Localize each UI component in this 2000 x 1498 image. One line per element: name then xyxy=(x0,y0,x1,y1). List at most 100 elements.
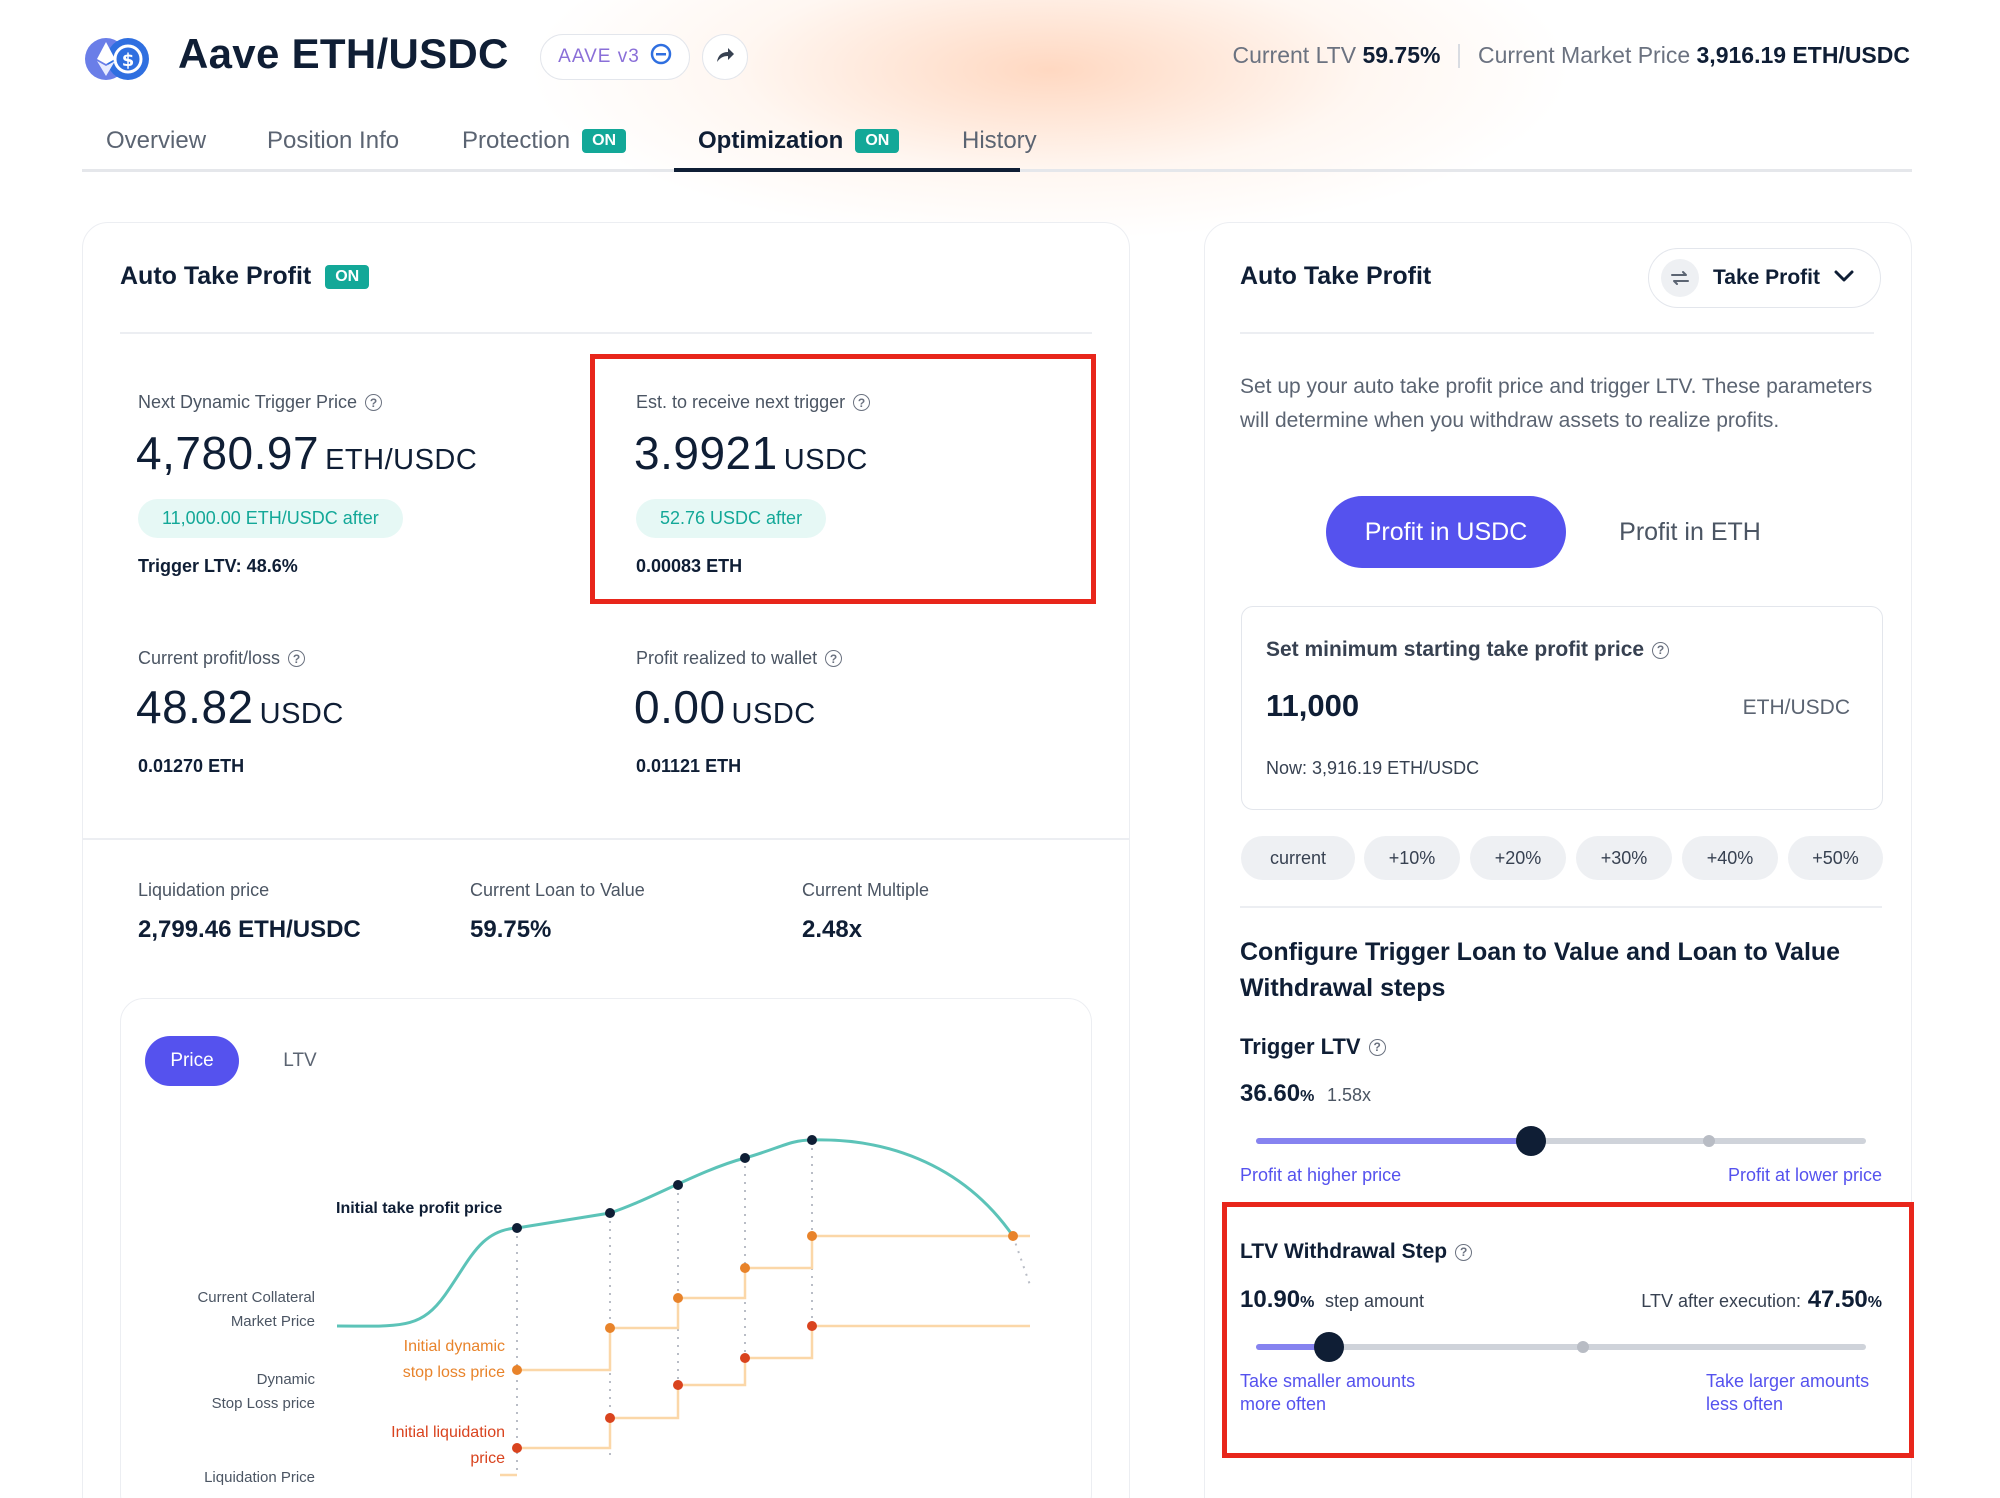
hint-line: more often xyxy=(1240,1393,1327,1414)
summary-card-title: Auto Take Profit ON xyxy=(120,262,370,291)
label-line: Dynamic xyxy=(256,1371,315,1388)
take-profit-point xyxy=(740,1153,750,1163)
ltv-after-execution: LTV after execution: 47.50% xyxy=(1641,1286,1882,1314)
label-line: Market Price xyxy=(230,1313,315,1330)
tab-label: Optimization xyxy=(698,127,844,154)
withdrawal-step-left-hint: Take smaller amounts more often xyxy=(1240,1370,1415,1415)
percent-sign: % xyxy=(1300,1088,1315,1105)
min-price-input[interactable]: 11,000 xyxy=(1266,688,1360,723)
divider xyxy=(120,332,1092,334)
trigger-ltv-multiple: 1.58x xyxy=(1326,1085,1372,1105)
help-icon[interactable]: ? xyxy=(853,394,871,411)
ltv-after-label: LTV after execution: xyxy=(1641,1291,1802,1311)
min-price-unit: ETH/USDC xyxy=(1742,696,1850,719)
tab-protection[interactable]: Protection ON xyxy=(462,116,627,166)
withdrawal-step-slider-fill xyxy=(1256,1344,1330,1350)
est-receive-value: 3.9921 xyxy=(634,427,778,479)
tab-label: Protection xyxy=(462,127,571,154)
chip-plus-40[interactable]: +40% xyxy=(1682,836,1778,880)
mode-dropdown[interactable]: Take Profit xyxy=(1648,248,1881,308)
share-icon xyxy=(714,45,736,70)
divider xyxy=(1240,332,1874,334)
tab-position-info[interactable]: Position Info xyxy=(267,116,399,166)
status-badge: ON xyxy=(582,129,627,153)
min-price-box xyxy=(1241,606,1883,810)
active-tab-indicator xyxy=(674,168,1020,172)
current-ltv-metric: Current LTV 59.75% xyxy=(1232,42,1440,69)
hint-line: Take smaller amounts xyxy=(1240,1371,1416,1391)
chip-plus-30[interactable]: +30% xyxy=(1576,836,1672,880)
help-icon[interactable]: ? xyxy=(1368,1038,1386,1056)
liquidation-price-chart-label: Liquidation Price xyxy=(204,1469,315,1486)
profit-loss-value: 48.82 xyxy=(136,681,254,733)
chart-tab-price[interactable]: Price xyxy=(145,1036,239,1086)
profit-realized-amount: 0.00 USDC xyxy=(634,680,816,734)
tab-optimization[interactable]: Optimization ON xyxy=(698,116,900,166)
tab-overview[interactable]: Overview xyxy=(106,116,206,166)
profit-in-usdc-button[interactable]: Profit in USDC xyxy=(1326,496,1566,568)
help-icon[interactable]: ? xyxy=(1652,641,1670,659)
next-trigger-price: 4,780.97 ETH/USDC xyxy=(136,426,477,480)
profit-loss-label-text: Current profit/loss xyxy=(138,648,281,668)
market-price-metric: Current Market Price 3,916.19 ETH/USDC xyxy=(1478,42,1910,69)
aave-icon xyxy=(650,43,672,71)
chip-plus-20[interactable]: +20% xyxy=(1470,836,1566,880)
help-icon[interactable]: ? xyxy=(365,394,383,411)
trigger-ltv-value: 36.60 xyxy=(1240,1080,1301,1107)
trigger-ltv-slider-handle[interactable] xyxy=(1515,1126,1546,1156)
withdrawal-step-readout: 10.90% step amount xyxy=(1240,1286,1424,1314)
take-profit-point xyxy=(512,1223,522,1233)
liquidation-points xyxy=(512,1321,817,1453)
chart-tab-ltv[interactable]: LTV xyxy=(283,1050,317,1071)
highlight-box xyxy=(590,354,1096,604)
stop-loss-points xyxy=(512,1231,1018,1375)
chip-plus-10[interactable]: +10% xyxy=(1364,836,1460,880)
liquidation-steps xyxy=(517,1324,1030,1450)
liquidation-point xyxy=(740,1353,750,1363)
trigger-ltv-slider-fill xyxy=(1256,1138,1531,1144)
chip-plus-50[interactable]: +50% xyxy=(1788,836,1883,880)
protocol-badge-label: AAVE v3 xyxy=(558,46,640,67)
help-icon[interactable]: ? xyxy=(825,650,843,667)
configure-section-title: Configure Trigger Loan to Value and Loan… xyxy=(1240,938,1841,1003)
withdrawal-step-right-hint: Take larger amounts less often xyxy=(1706,1370,1869,1415)
liquidation-price-label: Liquidation price xyxy=(138,880,270,900)
liquidation-point xyxy=(605,1413,615,1423)
profit-in-eth-button[interactable]: Profit in ETH xyxy=(1619,517,1761,546)
divider xyxy=(1240,906,1882,908)
withdrawal-step-slider[interactable] xyxy=(1256,1344,1866,1350)
est-receive-unit: USDC xyxy=(783,444,868,476)
take-profit-point xyxy=(807,1135,817,1145)
stop-loss-point xyxy=(605,1323,615,1333)
next-trigger-label-text: Next Dynamic Trigger Price xyxy=(138,392,358,412)
label-line: Stop Loss price xyxy=(211,1395,315,1412)
summary-card-title-text: Auto Take Profit xyxy=(120,262,312,290)
guide-line xyxy=(1012,1235,1031,1286)
help-icon[interactable]: ? xyxy=(288,650,306,667)
profit-loss-amount: 48.82 USDC xyxy=(136,680,344,734)
tab-history[interactable]: History xyxy=(962,116,1037,166)
take-profit-point xyxy=(673,1180,683,1190)
withdrawal-step-slider-handle[interactable] xyxy=(1314,1332,1345,1362)
liquidation-point xyxy=(512,1443,522,1453)
take-profit-point xyxy=(605,1208,615,1218)
chip-current[interactable]: current xyxy=(1241,836,1355,880)
profit-loss-eth: 0.01270 ETH xyxy=(138,756,245,776)
trigger-ltv-slider[interactable] xyxy=(1256,1138,1866,1144)
label-line: Initial liquidation xyxy=(391,1424,505,1441)
help-icon[interactable]: ? xyxy=(1455,1243,1473,1261)
tab-label: History xyxy=(962,127,1037,154)
trigger-ltv-left-hint: Profit at higher price xyxy=(1240,1165,1402,1185)
percent-sign: % xyxy=(1300,1294,1315,1311)
page-title: Aave ETH/USDC xyxy=(178,30,509,77)
step-lines xyxy=(500,1234,1030,1477)
config-description: Set up your auto take profit price and t… xyxy=(1240,375,1873,432)
min-price-now: Now: 3,916.19 ETH/USDC xyxy=(1266,758,1480,778)
est-receive-after-pill: 52.76 USDC after xyxy=(636,499,827,538)
next-trigger-unit: ETH/USDC xyxy=(325,444,478,476)
current-multiple-label: Current Multiple xyxy=(802,880,930,900)
est-receive-label: Est. to receive next trigger ? xyxy=(636,392,871,413)
share-button[interactable] xyxy=(702,34,748,80)
withdrawal-step-label-text: LTV Withdrawal Step xyxy=(1240,1240,1448,1263)
